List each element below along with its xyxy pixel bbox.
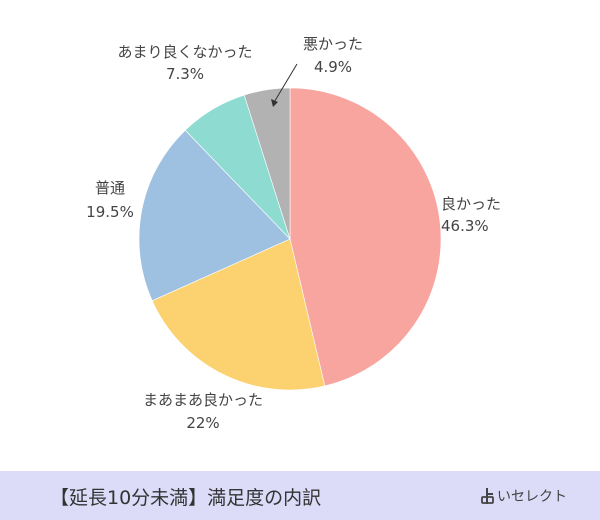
pie-slice-bad — [243, 87, 291, 240]
label-fairly-good: まあまあ良かった — [143, 391, 263, 409]
brand-text: いセレクト — [497, 489, 567, 505]
value-good: 46.3% — [441, 217, 489, 235]
label-not-so-good: あまり良くなかった — [117, 43, 252, 61]
pie-slice-fairly-good — [151, 238, 326, 391]
footer-bar: 【延長10分未満】満足度の内訳 いセレクト — [0, 471, 600, 520]
pie-slice-good — [289, 87, 442, 387]
value-average: 19.5% — [86, 203, 134, 221]
leader-arrowhead — [271, 99, 278, 107]
value-not-so-good: 7.3% — [166, 65, 204, 83]
pie-chart: 良かった 46.3% まあまあ良かった 22% 普通 19.5% あまり良くなか… — [86, 35, 501, 432]
label-bad: 悪かった — [303, 35, 363, 53]
brand-logo: いセレクト — [481, 487, 567, 505]
yoi-select-logo-mark-icon — [481, 488, 494, 504]
pie-slice-average — [138, 129, 291, 302]
leader-line-bad — [272, 63, 298, 105]
value-fairly-good: 22% — [186, 414, 219, 432]
value-bad: 4.9% — [314, 58, 352, 76]
footer-title: 【延長10分未満】満足度の内訳 — [50, 487, 322, 509]
label-average: 普通 — [95, 179, 125, 197]
label-good: 良かった — [441, 195, 501, 213]
